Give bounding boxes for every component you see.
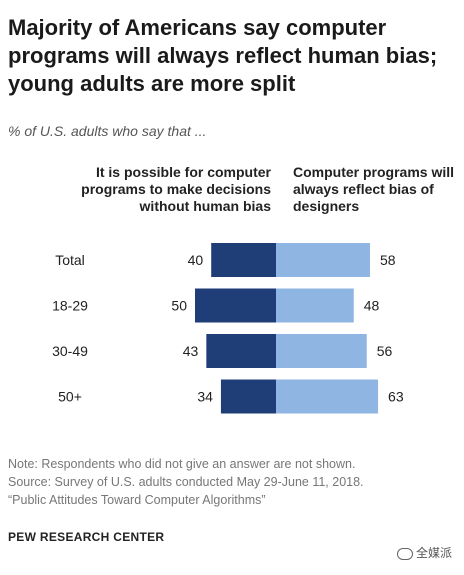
- watermark-text: 全媒派: [415, 546, 452, 560]
- note-text: Note: Respondents who did not give an an…: [8, 457, 356, 471]
- bar-left: [206, 334, 276, 368]
- bar-right: [276, 379, 379, 414]
- chart-subtitle: % of U.S. adults who say that ...: [8, 123, 207, 139]
- report-title-text: “Public Attitudes Toward Computer Algori…: [8, 493, 266, 507]
- bar-right: [276, 288, 354, 323]
- bar-left: [211, 243, 276, 277]
- value-label-right: 48: [364, 298, 380, 314]
- value-label-left: 40: [188, 252, 204, 268]
- value-label-right: 56: [377, 343, 393, 359]
- bar-left: [195, 288, 276, 323]
- bar-right: [276, 243, 370, 277]
- chart-title: Majority of Americans say computer progr…: [8, 15, 438, 96]
- value-label-left: 43: [183, 343, 199, 359]
- value-label-right: 63: [388, 389, 404, 405]
- category-label: 18-29: [52, 298, 88, 314]
- category-label: 50+: [58, 389, 82, 405]
- value-label-left: 34: [197, 389, 213, 405]
- source-text: Source: Survey of U.S. adults conducted …: [8, 475, 364, 489]
- wechat-icon: [396, 547, 413, 560]
- value-label-right: 58: [380, 252, 396, 268]
- pew-research-center-logo: PEW RESEARCH CENTER: [8, 530, 165, 544]
- bar-left: [220, 379, 276, 414]
- watermark: 全媒派: [396, 544, 452, 561]
- left-column-header: It is possible for computer programs to …: [81, 164, 271, 214]
- category-label: Total: [55, 252, 85, 268]
- bar-right: [276, 334, 367, 368]
- right-column-header: Computer programs will always reflect bi…: [293, 164, 455, 214]
- category-label: 30-49: [52, 343, 88, 359]
- value-label-left: 50: [171, 298, 187, 314]
